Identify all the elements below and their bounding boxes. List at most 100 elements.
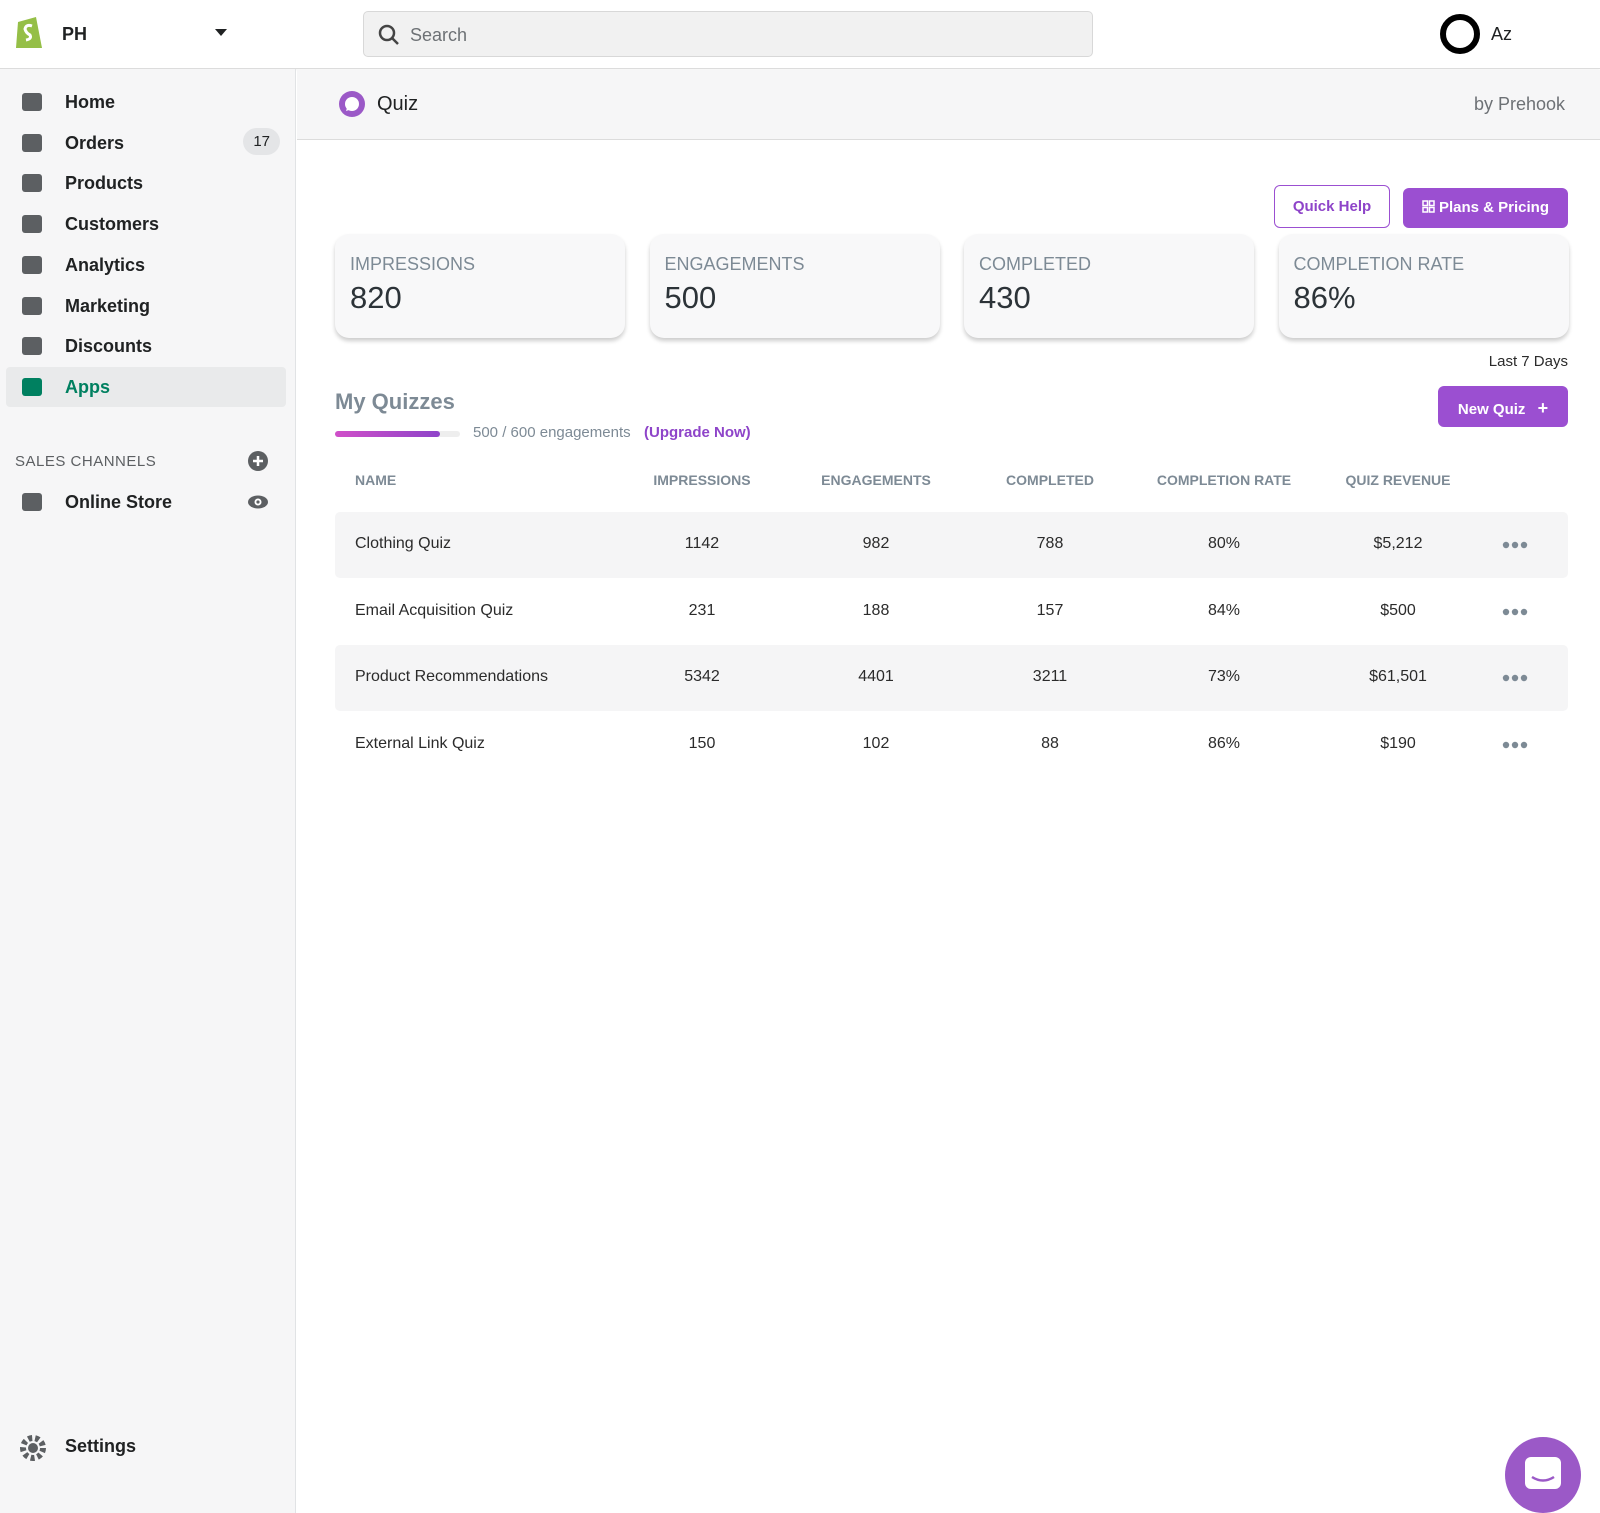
quiz-metric: 88: [1041, 735, 1059, 753]
app-icon: [339, 91, 365, 117]
quiz-metric: $500: [1380, 601, 1416, 619]
user-name[interactable]: Az: [1491, 24, 1513, 44]
upgrade-link[interactable]: (Upgrade Now): [644, 424, 751, 441]
chat-button[interactable]: [1505, 1437, 1581, 1513]
plans-label: Plans & Pricing: [1438, 199, 1550, 216]
nav-icon: [22, 255, 42, 274]
top-bar: PH Search Az: [0, 0, 1600, 69]
nav-item[interactable]: Orders 17: [6, 123, 286, 163]
quiz-metric: 73%: [1207, 668, 1241, 686]
nav-icon: [22, 337, 42, 356]
view-icon[interactable]: [247, 494, 269, 510]
row-menu[interactable]: [1502, 674, 1528, 682]
avatar[interactable]: [1439, 13, 1481, 55]
stat-card: COMPLETED 430: [964, 234, 1254, 338]
quiz-metric: $190: [1380, 735, 1416, 753]
nav-item[interactable]: Home: [6, 82, 286, 122]
quiz-name: External Link Quiz: [355, 735, 485, 753]
nav-item[interactable]: Marketing: [6, 286, 286, 326]
stat-label: ENGAGEMENTS: [664, 254, 805, 274]
usage-fill: [335, 431, 440, 437]
quiz-metric: $5,212: [1373, 535, 1423, 552]
nav-label: Marketing: [65, 295, 151, 316]
row-menu[interactable]: [1502, 541, 1528, 549]
stat-label: COMPLETION RATE: [1293, 254, 1465, 274]
stat-label: IMPRESSIONS: [350, 254, 476, 274]
period-label: Last 7 Days: [1488, 353, 1568, 370]
app-header: Quiz by Prehook: [297, 70, 1600, 140]
plus-icon: +: [1537, 398, 1549, 418]
nav-item[interactable]: Analytics: [6, 245, 286, 285]
nav-label: Discounts: [65, 336, 153, 357]
store-dropdown[interactable]: [215, 29, 227, 37]
quiz-row[interactable]: Product Recommendations 5342 4401 3211 73% $6…: [335, 645, 1568, 712]
app-name: Quiz: [377, 93, 419, 115]
nav-item[interactable]: Apps: [6, 366, 286, 407]
search-icon: [378, 24, 399, 45]
nav-icon: [22, 296, 42, 315]
row-menu[interactable]: [1502, 608, 1528, 616]
column-header: IMPRESSIONS: [653, 472, 751, 488]
nav-icon: [22, 93, 42, 111]
sidebar: Home Orders 17 Products Customers Analytics Ma…: [0, 69, 296, 1513]
row-menu[interactable]: [1502, 741, 1528, 749]
nav-item[interactable]: Products: [6, 163, 286, 203]
quiz-name: Clothing Quiz: [355, 535, 452, 552]
column-header: ENGAGEMENTS: [821, 472, 931, 488]
search-box[interactable]: Search: [363, 11, 1093, 57]
channel-item[interactable]: Online Store: [6, 482, 286, 522]
quiz-metric: 102: [862, 735, 890, 753]
quiz-metric: 157: [1036, 601, 1064, 619]
sales-channels-title: SALES CHANNELS: [15, 453, 157, 470]
nav-item[interactable]: Discounts: [6, 326, 286, 366]
nav-icon: [22, 133, 42, 152]
nav-label: Customers: [65, 214, 160, 235]
stat-card: IMPRESSIONS 820: [335, 234, 625, 338]
quizzes-title: My Quizzes: [335, 389, 455, 414]
channel-label: Online Store: [65, 492, 173, 512]
nav-icon: [22, 493, 42, 511]
nav-icon: [22, 377, 42, 396]
quiz-metric: $61,501: [1369, 668, 1427, 686]
quiz-row[interactable]: Email Acquisition Quiz 231 188 157 84% $500: [335, 579, 1568, 645]
column-header: COMPLETED: [1006, 472, 1094, 488]
store-name[interactable]: PH: [62, 24, 88, 44]
stat-card: ENGAGEMENTS 500: [649, 234, 940, 338]
shopify-logo: [16, 17, 42, 48]
quiz-row[interactable]: External Link Quiz 150 102 88 86% $190: [335, 712, 1568, 778]
stat-value: 500: [664, 280, 717, 315]
quiz-row[interactable]: Clothing Quiz 1142 982 788 80% $5,212: [335, 512, 1568, 578]
usage-text: 500 / 600 engagements: [473, 424, 631, 441]
quiz-metric: 86%: [1207, 735, 1241, 753]
settings-link[interactable]: Settings: [65, 1436, 137, 1456]
quiz-metric: 1142: [684, 535, 720, 552]
nav-label: Analytics: [65, 254, 146, 275]
nav-icon: [22, 215, 42, 234]
plans-button[interactable]: Plans & Pricing: [1403, 188, 1568, 228]
usage-track: [335, 431, 460, 437]
search-placeholder: Search: [410, 25, 468, 45]
column-header: NAME: [355, 472, 397, 488]
stat-label: COMPLETED: [979, 254, 1092, 274]
nav-item[interactable]: Customers: [6, 204, 286, 244]
quiz-metric: 150: [688, 735, 716, 753]
stat-value: 86%: [1293, 280, 1356, 315]
quiz-metric: 5342: [684, 668, 720, 686]
quiz-name: Product Recommendations: [355, 668, 548, 686]
app-vendor: by Prehook: [1473, 94, 1565, 114]
nav-label: Products: [65, 173, 144, 194]
settings-icon: [20, 1435, 46, 1461]
new-quiz-button[interactable]: New Quiz +: [1438, 386, 1568, 427]
quiz-metric: 788: [1036, 535, 1064, 552]
add-channel[interactable]: [247, 450, 269, 472]
quick-help-button[interactable]: Quick Help: [1274, 185, 1390, 228]
stat-value: 430: [979, 280, 1031, 315]
column-header: QUIZ REVENUE: [1345, 472, 1451, 488]
quiz-metric: 231: [688, 601, 716, 619]
stat-value: 820: [350, 280, 402, 315]
quiz-metric: 84%: [1207, 601, 1241, 619]
grid-icon: [1422, 200, 1435, 213]
stat-card: COMPLETION RATE 86%: [1278, 234, 1569, 338]
